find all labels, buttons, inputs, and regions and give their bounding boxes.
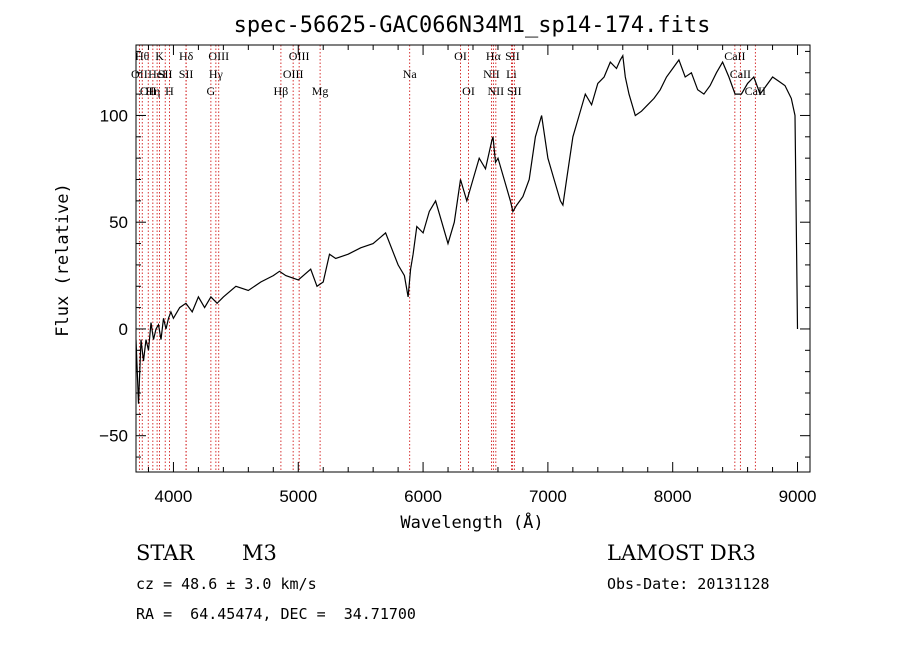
marker-label: Hγ xyxy=(209,67,224,81)
marker-label: SII xyxy=(505,49,520,63)
marker-label: NII xyxy=(483,67,500,81)
marker-label: Mg xyxy=(312,84,329,98)
marker-label: SII xyxy=(179,67,194,81)
y-tick-label: 50 xyxy=(109,213,128,232)
marker-label: OI xyxy=(462,84,475,98)
marker-label: OII xyxy=(131,67,148,81)
x-axis-label: Wavelength (Å) xyxy=(400,511,543,533)
x-tick-label: 6000 xyxy=(404,487,442,506)
marker-label: Hβ xyxy=(274,84,289,98)
marker-label: SII xyxy=(507,84,522,98)
y-axis: −50 0 50 100 xyxy=(99,50,810,458)
marker-label: HeI xyxy=(148,67,166,81)
y-axis-label: Flux (relative) xyxy=(53,183,73,337)
marker-label: H xyxy=(165,84,174,98)
observation-date: Obs-Date: 20131128 xyxy=(607,575,770,593)
x-tick-label: 7000 xyxy=(529,487,567,506)
marker-label: OI xyxy=(454,49,467,63)
x-tick-label: 4000 xyxy=(155,487,193,506)
marker-label: OIII xyxy=(208,49,229,63)
marker-label: OII xyxy=(140,84,157,98)
y-tick-label: 100 xyxy=(100,106,128,125)
marker-label: Hθ xyxy=(135,49,150,63)
coordinates: RA = 64.45474, DEC = 34.71700 xyxy=(136,605,416,623)
marker-label: K xyxy=(155,49,164,63)
marker-label: G xyxy=(207,84,216,98)
plot-frame xyxy=(135,44,811,473)
spectrum-series-spectrum xyxy=(136,53,799,404)
redshift-info: cz = 48.6 ± 3.0 km/s xyxy=(136,575,317,593)
chart-title: spec-56625-GAC066N34M1_sp14-174.fits xyxy=(234,13,711,38)
marker-label: SII xyxy=(158,67,173,81)
marker-label: CaII xyxy=(730,67,751,81)
marker-label: NII xyxy=(488,84,505,98)
y-tick-label: 0 xyxy=(119,320,128,339)
marker-label: Na xyxy=(403,67,418,81)
line-markers: OIIHθOIIHηHeIKSIIHHδSIIGHγOIIIHβOIIIOIII… xyxy=(131,45,766,472)
object-subclass: M3 xyxy=(242,541,277,565)
marker-label: CaII xyxy=(745,84,766,98)
marker-label: Hα xyxy=(486,49,502,63)
object-class: STAR xyxy=(136,541,195,565)
x-axis: 4000 5000 6000 7000 8000 9000 xyxy=(147,45,817,506)
marker-label: Li xyxy=(506,67,517,81)
marker-label: OIII xyxy=(283,67,304,81)
survey-name: LAMOST DR3 xyxy=(607,541,756,565)
x-tick-label: 9000 xyxy=(779,487,817,506)
marker-label: OIII xyxy=(289,49,310,63)
series-group xyxy=(136,53,799,404)
x-tick-label: 8000 xyxy=(654,487,692,506)
x-tick-label: 5000 xyxy=(279,487,317,506)
y-tick-label: −50 xyxy=(99,427,128,446)
marker-label: Hη xyxy=(145,84,160,98)
marker-label: CaII xyxy=(724,49,745,63)
